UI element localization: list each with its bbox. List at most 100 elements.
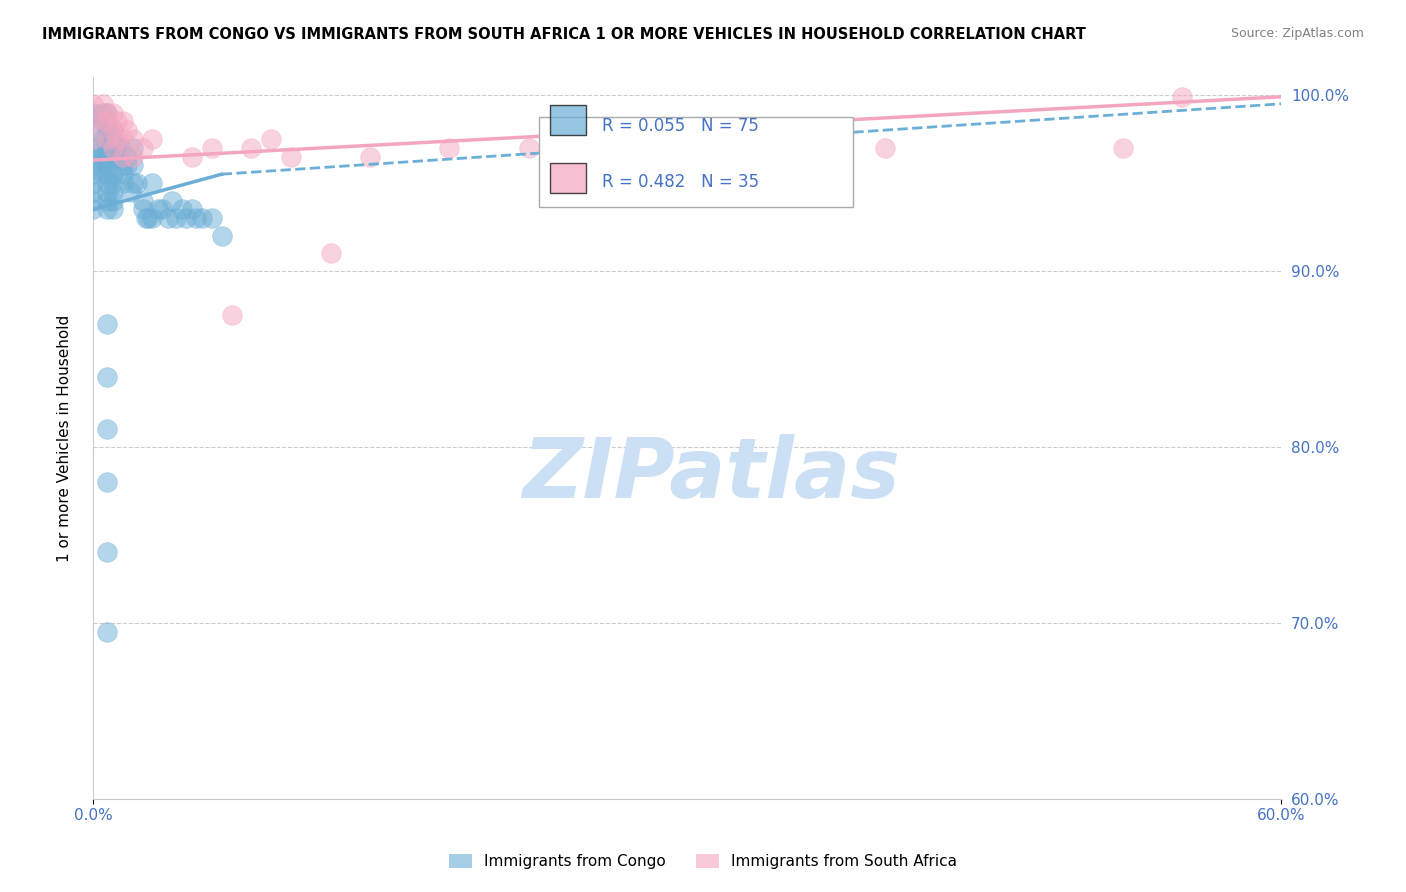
Legend: Immigrants from Congo, Immigrants from South Africa: Immigrants from Congo, Immigrants from S… bbox=[443, 848, 963, 875]
Point bbox=[96, 422, 118, 436]
Point bbox=[101, 141, 124, 155]
FancyBboxPatch shape bbox=[538, 117, 853, 207]
Point bbox=[121, 150, 143, 164]
Point bbox=[96, 624, 118, 639]
Point bbox=[101, 105, 124, 120]
Point bbox=[105, 141, 128, 155]
Text: R = 0.482   N = 35: R = 0.482 N = 35 bbox=[602, 173, 759, 192]
Point bbox=[82, 158, 104, 172]
Point bbox=[181, 202, 204, 217]
Point bbox=[148, 202, 170, 217]
Point bbox=[96, 167, 118, 181]
Point bbox=[141, 176, 163, 190]
Point bbox=[96, 185, 118, 199]
Point bbox=[131, 141, 153, 155]
Point bbox=[96, 475, 118, 489]
Point bbox=[96, 123, 118, 137]
Point bbox=[120, 185, 142, 199]
Point bbox=[82, 141, 104, 155]
Point bbox=[121, 132, 143, 146]
Point bbox=[111, 158, 134, 172]
Point bbox=[115, 123, 138, 137]
Point bbox=[82, 105, 104, 120]
Point bbox=[121, 141, 143, 155]
Point bbox=[101, 123, 124, 137]
Point bbox=[221, 308, 243, 322]
Y-axis label: 1 or more Vehicles in Household: 1 or more Vehicles in Household bbox=[58, 315, 72, 562]
Text: ZIPatlas: ZIPatlas bbox=[522, 434, 900, 515]
Point bbox=[260, 132, 283, 146]
Point bbox=[101, 123, 124, 137]
Point bbox=[96, 114, 118, 128]
Point bbox=[91, 105, 114, 120]
Point bbox=[96, 132, 118, 146]
Point bbox=[150, 202, 173, 217]
Point bbox=[211, 228, 233, 243]
Point bbox=[96, 150, 118, 164]
Point bbox=[184, 211, 207, 226]
Point bbox=[82, 176, 104, 190]
Point bbox=[91, 158, 114, 172]
Point bbox=[191, 211, 214, 226]
Point bbox=[82, 150, 104, 164]
Point bbox=[96, 369, 118, 384]
Point bbox=[201, 141, 224, 155]
Point bbox=[121, 158, 143, 172]
Point bbox=[91, 114, 114, 128]
Point bbox=[111, 167, 134, 181]
Point bbox=[101, 202, 124, 217]
Point bbox=[439, 141, 461, 155]
Point bbox=[91, 96, 114, 111]
Point bbox=[141, 211, 163, 226]
Point bbox=[91, 132, 114, 146]
Point bbox=[96, 202, 118, 217]
FancyBboxPatch shape bbox=[550, 105, 586, 136]
Point bbox=[111, 150, 134, 164]
Point bbox=[82, 185, 104, 199]
Point bbox=[101, 167, 124, 181]
Point bbox=[91, 150, 114, 164]
Point bbox=[125, 176, 148, 190]
Point bbox=[105, 150, 128, 164]
Point bbox=[82, 114, 104, 128]
Point bbox=[96, 194, 118, 208]
FancyBboxPatch shape bbox=[550, 162, 586, 193]
Point bbox=[105, 132, 128, 146]
Text: R = 0.055   N = 75: R = 0.055 N = 75 bbox=[602, 117, 758, 135]
Point bbox=[121, 176, 143, 190]
Text: Source: ZipAtlas.com: Source: ZipAtlas.com bbox=[1230, 27, 1364, 40]
Point bbox=[165, 211, 187, 226]
Point bbox=[82, 96, 104, 111]
Point bbox=[82, 202, 104, 217]
Point bbox=[96, 105, 118, 120]
Point bbox=[96, 141, 118, 155]
Point bbox=[110, 141, 132, 155]
Point bbox=[111, 176, 134, 190]
Point bbox=[96, 317, 118, 331]
Point bbox=[676, 150, 699, 164]
Point bbox=[359, 150, 381, 164]
Point bbox=[141, 132, 163, 146]
Point bbox=[82, 167, 104, 181]
Point bbox=[201, 211, 224, 226]
Point bbox=[517, 141, 540, 155]
Text: IMMIGRANTS FROM CONGO VS IMMIGRANTS FROM SOUTH AFRICA 1 OR MORE VEHICLES IN HOUS: IMMIGRANTS FROM CONGO VS IMMIGRANTS FROM… bbox=[42, 27, 1085, 42]
Point bbox=[101, 176, 124, 190]
Point bbox=[96, 132, 118, 146]
Point bbox=[160, 194, 183, 208]
Point bbox=[101, 132, 124, 146]
Point bbox=[172, 202, 194, 217]
Point bbox=[115, 150, 138, 164]
Point bbox=[101, 194, 124, 208]
Point bbox=[131, 202, 153, 217]
Point bbox=[96, 114, 118, 128]
Point bbox=[91, 167, 114, 181]
Point bbox=[101, 141, 124, 155]
Point bbox=[157, 211, 180, 226]
Point bbox=[111, 132, 134, 146]
Point bbox=[174, 211, 197, 226]
Point bbox=[82, 194, 104, 208]
Point bbox=[138, 211, 160, 226]
Point bbox=[105, 114, 128, 128]
Point bbox=[82, 132, 104, 146]
